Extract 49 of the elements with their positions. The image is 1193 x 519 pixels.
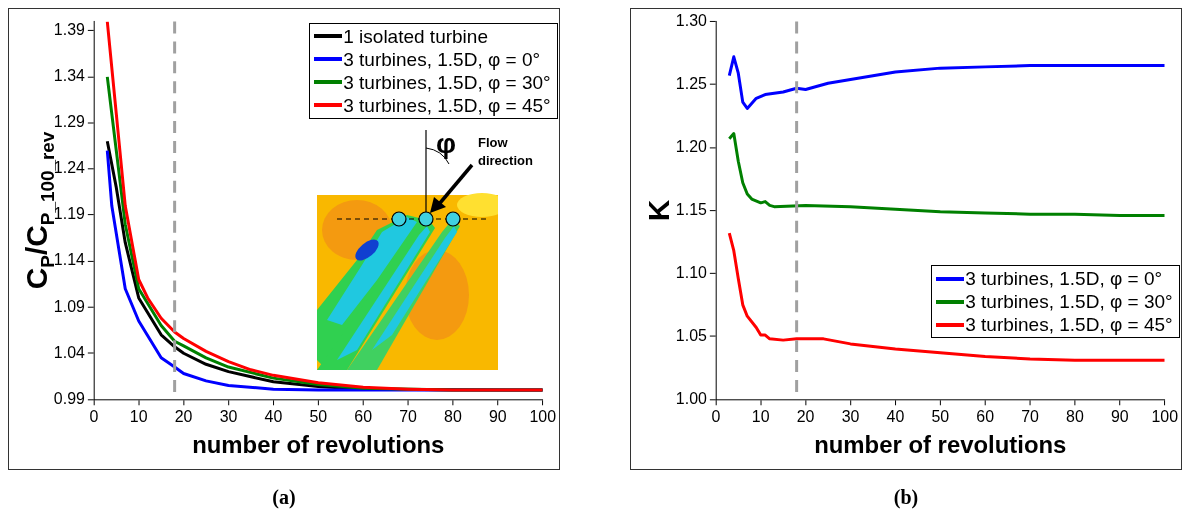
x-tick-label: 60 <box>976 408 995 426</box>
x-tick-label: 30 <box>219 408 238 426</box>
x-tick-label: 50 <box>931 408 950 426</box>
y-tick-label: 1.10 <box>675 263 707 281</box>
x-tick-label: 30 <box>841 408 860 426</box>
legend-label: 3 turbines, 1.5D, φ = 45° <box>343 93 551 117</box>
x-tick-label: 60 <box>354 408 373 426</box>
y-tick-label: 1.15 <box>675 200 707 218</box>
text: (b) <box>892 486 920 509</box>
legend-label: 3 turbines, 1.5D, φ = 0° <box>343 47 541 71</box>
x-tick-label: 50 <box>309 408 328 426</box>
x-tick-label: 20 <box>796 408 815 426</box>
x-tick-label: 0 <box>89 408 99 426</box>
y-tick-label: 1.00 <box>675 389 707 407</box>
y-tick-label: 1.34 <box>53 67 85 85</box>
y-tick-label: 1.20 <box>675 137 707 155</box>
x-tick-label: 0 <box>711 408 721 426</box>
x-tick-label: 40 <box>886 408 905 426</box>
y-axis-title: K <box>641 199 675 222</box>
x-tick-label: 20 <box>174 408 193 426</box>
y-tick-label: 1.05 <box>675 326 707 344</box>
y-tick-label: 1.25 <box>675 74 707 92</box>
x-tick-label: 80 <box>444 408 462 426</box>
x-tick-label: 10 <box>129 408 148 426</box>
x-axis-title: number of revolutions <box>814 431 1067 459</box>
legend-label: 3 turbines, 1.5D, φ = 0° <box>965 267 1163 290</box>
y-tick-label: 1.30 <box>675 11 707 29</box>
x-tick-label: 40 <box>264 408 283 426</box>
annotation: φ <box>436 128 457 160</box>
x-tick-label: 100 <box>1151 408 1179 426</box>
legend-label: 3 turbines, 1.5D, φ = 45° <box>965 313 1173 336</box>
annotation: Flow direction <box>478 134 534 170</box>
x-tick-label: 70 <box>1021 408 1040 426</box>
x-tick-label: 70 <box>399 408 418 426</box>
legend-label: 1 isolated turbine <box>343 24 488 48</box>
x-axis-title: number of revolutions <box>192 431 445 459</box>
y-tick-label: 1.39 <box>53 21 85 39</box>
x-tick-label: 80 <box>1066 408 1084 426</box>
y-tick-label: 1.29 <box>53 113 85 131</box>
text: (a) <box>271 486 297 509</box>
y-tick-label: 0.99 <box>53 389 85 407</box>
legend-label: 3 turbines, 1.5D, φ = 30° <box>965 290 1173 313</box>
x-tick-label: 100 <box>529 408 557 426</box>
x-tick-label: 90 <box>1110 408 1129 426</box>
y-tick-label: 1.09 <box>53 297 85 315</box>
x-tick-label: 10 <box>751 408 770 426</box>
legend-label: 3 turbines, 1.5D, φ = 30° <box>343 70 551 94</box>
x-tick-label: 90 <box>488 408 507 426</box>
y-tick-label: 1.04 <box>53 343 85 361</box>
